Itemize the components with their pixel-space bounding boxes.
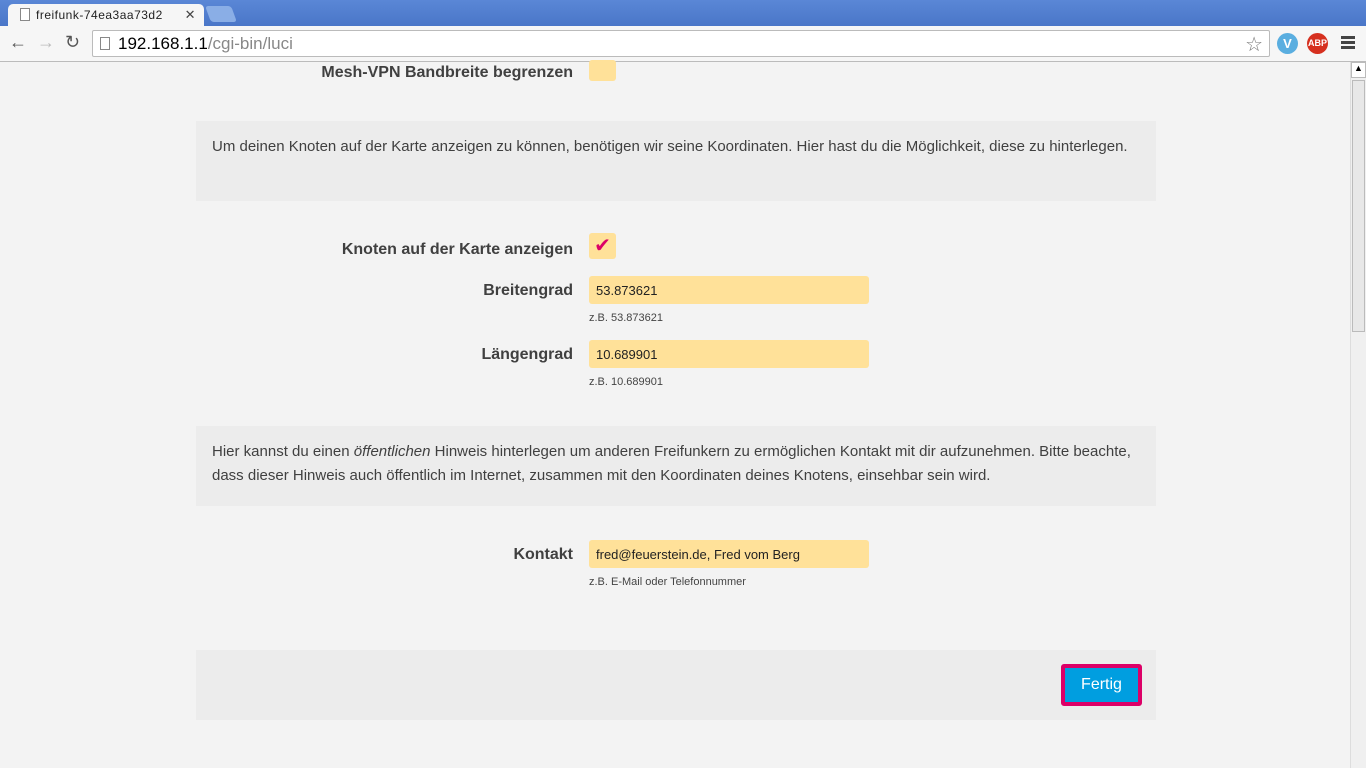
mesh-vpn-label: Mesh-VPN Bandbreite begrenzen	[321, 64, 573, 81]
latitude-input[interactable]	[589, 276, 869, 304]
browser-toolbar: ← → ↻ 192.168.1.1/cgi-bin/luci ☆ V ABP	[0, 26, 1366, 62]
reload-icon[interactable]: ↻	[65, 32, 81, 52]
show-map-checkbox[interactable]: ✔	[589, 233, 616, 259]
contact-input[interactable]	[589, 540, 869, 568]
bookmark-star-icon[interactable]: ☆	[1245, 34, 1263, 56]
page-icon	[100, 37, 110, 50]
close-tab-icon[interactable]: ✕	[184, 7, 196, 22]
url-path: /cgi-bin/luci	[207, 34, 293, 53]
form-actions	[196, 650, 1156, 720]
back-icon[interactable]: ←	[9, 32, 27, 52]
tab-bar: freifunk-74ea3aa73d2 ✕	[0, 0, 1366, 26]
scrollbar[interactable]: ▲	[1350, 62, 1366, 768]
tab-title: freifunk-74ea3aa73d2	[36, 8, 163, 22]
new-tab-button[interactable]	[205, 6, 237, 22]
url-host: 192.168.1.1	[118, 34, 208, 53]
latitude-hint: z.B. 53.873621	[589, 312, 664, 324]
address-bar[interactable]: 192.168.1.1/cgi-bin/luci ☆	[92, 30, 1270, 57]
page-icon	[20, 8, 30, 21]
contact-info-em: öffentlichen	[353, 443, 431, 460]
map-info-text: Um deinen Knoten auf der Karte anzeigen …	[196, 121, 1156, 201]
contact-info-pre: Hier kannst du einen	[212, 443, 354, 460]
latitude-label: Breitengrad	[483, 282, 573, 299]
contact-info-post: Hinweis hinterlegen um anderen Freifunke…	[212, 443, 1131, 484]
menu-icon[interactable]	[1341, 36, 1355, 51]
contact-hint: z.B. E-Mail oder Telefonnummer	[589, 576, 746, 588]
scroll-up-icon[interactable]: ▲	[1351, 62, 1366, 78]
longitude-label: Längengrad	[481, 346, 573, 363]
mesh-vpn-checkbox[interactable]	[589, 60, 616, 81]
submit-button[interactable]: Fertig	[1061, 664, 1142, 706]
vimeo-extension-icon[interactable]: V	[1277, 33, 1298, 54]
contact-info-text: Hier kannst du einen öffentlichen Hinwei…	[196, 426, 1156, 506]
browser-tab[interactable]: freifunk-74ea3aa73d2 ✕	[8, 4, 204, 26]
show-map-label: Knoten auf der Karte anzeigen	[341, 241, 573, 258]
longitude-input[interactable]	[589, 340, 869, 368]
contact-label: Kontakt	[513, 546, 573, 563]
forward-icon[interactable]: →	[37, 32, 55, 52]
scrollbar-thumb[interactable]	[1352, 80, 1365, 332]
adblock-extension-icon[interactable]: ABP	[1307, 33, 1328, 54]
longitude-hint: z.B. 10.689901	[589, 376, 664, 388]
checkmark-icon: ✔	[594, 235, 611, 257]
